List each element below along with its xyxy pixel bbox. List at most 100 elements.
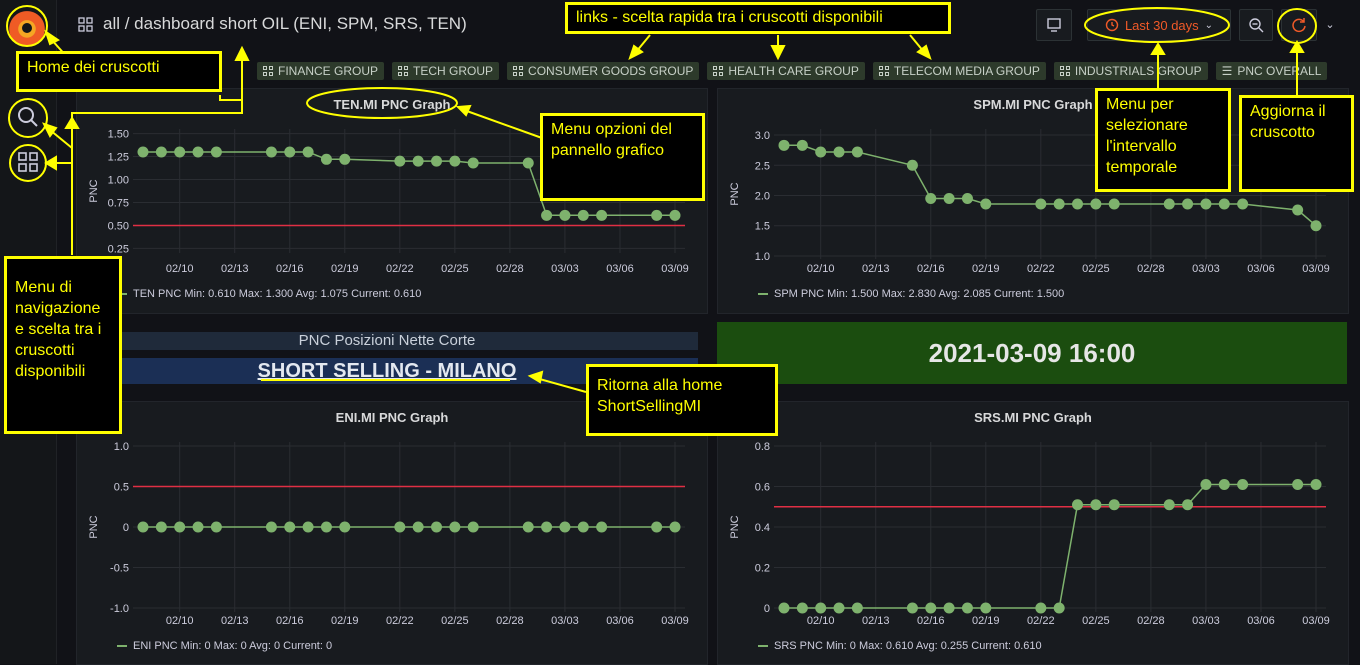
data-point bbox=[449, 521, 461, 533]
data-point bbox=[778, 139, 790, 151]
y-tick-label: 0.25 bbox=[108, 243, 129, 255]
legend[interactable]: TEN PNC Min: 0.610 Max: 1.300 Avg: 1.075… bbox=[117, 288, 421, 300]
x-tick-label: 02/22 bbox=[386, 263, 414, 275]
data-point bbox=[541, 521, 553, 533]
x-tick-label: 02/10 bbox=[166, 263, 194, 275]
data-point bbox=[833, 602, 845, 614]
data-point bbox=[541, 209, 553, 221]
y-tick-label: 0.6 bbox=[755, 482, 770, 494]
grid-icon bbox=[263, 66, 273, 76]
link-tech-group[interactable]: TECH GROUP bbox=[392, 62, 500, 80]
dashboards-grid-icon[interactable] bbox=[12, 146, 44, 178]
annotation-return-home: Ritorna alla home ShortSellingMI bbox=[586, 364, 778, 436]
legend[interactable]: SPM PNC Min: 1.500 Max: 2.830 Avg: 2.085… bbox=[758, 288, 1064, 300]
link-telecom-media-group[interactable]: TELECOM MEDIA GROUP bbox=[872, 62, 1046, 80]
data-point bbox=[339, 521, 351, 533]
grafana-logo-icon[interactable] bbox=[8, 8, 46, 46]
data-point bbox=[1310, 479, 1322, 490]
tv-mode-button[interactable] bbox=[1036, 9, 1072, 41]
data-point bbox=[651, 209, 663, 221]
x-tick-label: 02/16 bbox=[917, 615, 945, 627]
data-point bbox=[431, 521, 443, 533]
panel-title[interactable]: ENI.MI PNC Graph bbox=[335, 410, 449, 425]
text-panel-heading: PNC Posizioni Nette Corte bbox=[76, 332, 698, 350]
x-tick-label: 02/19 bbox=[972, 263, 1000, 275]
breadcrumb[interactable]: all / dashboard short OIL (ENI, SPM, SRS… bbox=[78, 14, 467, 34]
arrowhead bbox=[770, 45, 786, 61]
link-pnc-overall[interactable]: ☰ PNC OVERALL bbox=[1215, 62, 1328, 80]
data-point bbox=[943, 193, 955, 205]
link-industrials-group[interactable]: INDUSTRIALS GROUP bbox=[1053, 62, 1208, 80]
y-tick-label: 1.25 bbox=[108, 152, 129, 164]
data-point bbox=[210, 146, 222, 158]
y-axis-label: PNC bbox=[88, 179, 100, 202]
data-point bbox=[412, 521, 424, 533]
zoom-out-button[interactable] bbox=[1239, 9, 1273, 41]
refresh-interval-dropdown[interactable]: ⌄ bbox=[1318, 9, 1342, 39]
data-point bbox=[1108, 198, 1120, 210]
short-selling-home-link[interactable]: SHORT SELLING - MILANO bbox=[257, 360, 517, 382]
x-tick-label: 02/25 bbox=[441, 615, 469, 627]
x-tick-label: 02/10 bbox=[166, 615, 194, 627]
data-point bbox=[1237, 198, 1249, 210]
arrowhead bbox=[234, 45, 250, 61]
data-point bbox=[559, 521, 571, 533]
annotation-links: links - scelta rapida tra i cruscotti di… bbox=[565, 2, 951, 34]
arrowhead bbox=[628, 44, 644, 60]
x-tick-label: 02/22 bbox=[1027, 615, 1055, 627]
data-point bbox=[1053, 198, 1065, 210]
data-point bbox=[522, 157, 534, 169]
dashboard-grid-icon bbox=[78, 16, 93, 32]
data-point bbox=[431, 155, 443, 167]
x-tick-label: 03/06 bbox=[1247, 263, 1275, 275]
panel-title[interactable]: SPM.MI PNC Graph bbox=[973, 97, 1093, 112]
data-point bbox=[192, 521, 204, 533]
link-finance-group[interactable]: FINANCE GROUP bbox=[257, 62, 385, 80]
x-tick-label: 03/06 bbox=[606, 615, 634, 627]
data-point bbox=[265, 146, 277, 158]
data-point bbox=[1072, 198, 1084, 210]
data-point bbox=[1182, 198, 1194, 210]
panel-eni: ENI.MI PNC Graph -1.0 -0.5 0 0.5 1.0 02/10 02/… bbox=[76, 401, 708, 665]
link-consumer-goods-group[interactable]: CONSUMER GOODS GROUP bbox=[507, 62, 700, 80]
time-range-picker[interactable]: Last 30 days ⌄ bbox=[1087, 9, 1231, 41]
data-point bbox=[796, 602, 808, 614]
x-tick-label: 03/09 bbox=[661, 263, 689, 275]
data-point bbox=[394, 521, 406, 533]
x-tick-label: 02/13 bbox=[221, 615, 249, 627]
clock-icon bbox=[1105, 18, 1119, 32]
data-point bbox=[1292, 479, 1304, 490]
x-tick-label: 02/19 bbox=[331, 615, 359, 627]
panel-srs: SRS.MI PNC Graph 0 0.2 0.4 0.6 0.8 02/10 02/13… bbox=[717, 401, 1349, 665]
data-point bbox=[906, 602, 918, 614]
x-tick-label: 02/28 bbox=[496, 263, 524, 275]
data-point bbox=[925, 193, 937, 205]
x-tick-label: 02/16 bbox=[276, 263, 304, 275]
y-tick-label: 0.5 bbox=[114, 482, 129, 494]
panel-title[interactable]: SRS.MI PNC Graph bbox=[974, 410, 1092, 425]
y-tick-label: 3.0 bbox=[755, 130, 770, 142]
grid-icon bbox=[713, 66, 724, 76]
link-health-care-group[interactable]: HEALTH CARE GROUP bbox=[707, 62, 865, 80]
x-tick-label: 02/13 bbox=[862, 615, 890, 627]
data-point bbox=[137, 521, 149, 533]
grid-icon bbox=[878, 66, 889, 76]
search-icon[interactable] bbox=[12, 101, 44, 133]
legend[interactable]: SRS PNC Min: 0 Max: 0.610 Avg: 0.255 Cur… bbox=[758, 640, 1042, 652]
y-tick-label: 0.8 bbox=[755, 441, 770, 453]
data-point bbox=[265, 521, 277, 533]
dashboard-title[interactable]: all / dashboard short OIL (ENI, SPM, SRS… bbox=[103, 14, 467, 33]
refresh-button[interactable] bbox=[1281, 9, 1317, 41]
chevron-down-icon: ⌄ bbox=[1325, 18, 1335, 31]
data-point bbox=[651, 521, 663, 533]
data-point bbox=[943, 602, 955, 614]
data-point bbox=[284, 146, 296, 158]
data-point bbox=[577, 209, 589, 221]
data-point bbox=[174, 146, 186, 158]
chart-srs: 0 0.2 0.4 0.6 0.8 02/10 02/13 02/16 02/19 02/22 02… bbox=[729, 441, 1330, 627]
data-point bbox=[394, 155, 406, 167]
legend[interactable]: ENI PNC Min: 0 Max: 0 Avg: 0 Current: 0 bbox=[117, 640, 332, 652]
data-point bbox=[137, 146, 149, 158]
legend-swatch bbox=[758, 293, 768, 296]
x-tick-label: 02/10 bbox=[807, 263, 835, 275]
